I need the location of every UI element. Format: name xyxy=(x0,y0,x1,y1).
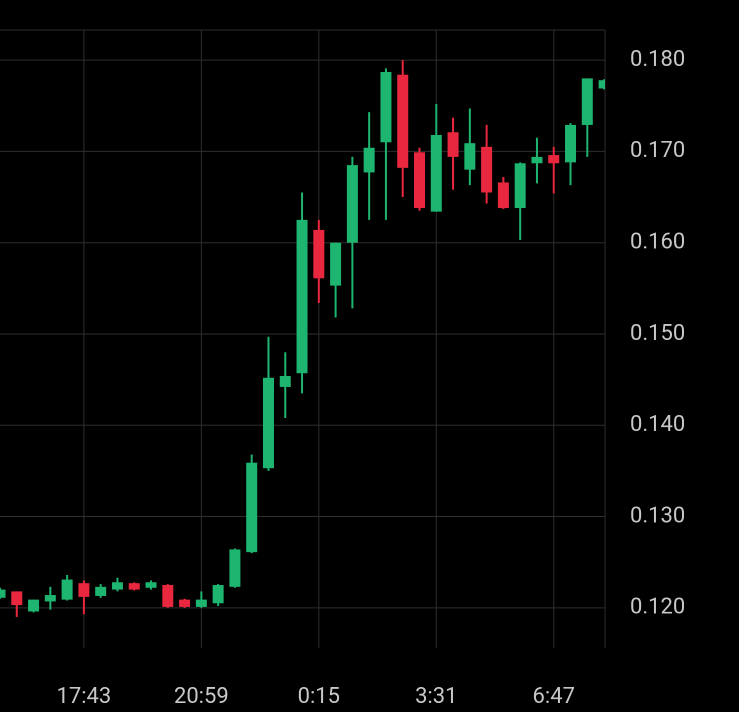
candle-body xyxy=(464,143,476,170)
candle-body xyxy=(548,155,560,164)
candle-body xyxy=(195,599,207,607)
y-tick-label: 0.120 xyxy=(630,595,685,620)
candle-body xyxy=(246,462,258,553)
x-tick-label: 3:31 xyxy=(415,684,457,709)
candle-body xyxy=(44,595,56,602)
y-tick-label: 0.150 xyxy=(630,321,685,346)
candle-body xyxy=(397,74,409,168)
candle-body xyxy=(95,586,107,596)
candle-body xyxy=(179,599,191,607)
candle-body xyxy=(229,549,241,587)
candle-body xyxy=(363,147,375,173)
candle-body xyxy=(296,219,308,374)
y-tick-label: 0.170 xyxy=(630,138,685,163)
y-tick-label: 0.160 xyxy=(630,230,685,255)
y-tick-label: 0.180 xyxy=(630,47,685,72)
candle-body xyxy=(330,242,342,286)
x-tick-label: 6:47 xyxy=(533,684,575,709)
candle-body xyxy=(430,134,442,212)
candle-body xyxy=(565,124,577,163)
candle-body xyxy=(212,585,224,604)
x-tick-label: 0:15 xyxy=(298,684,340,709)
candle-body xyxy=(481,146,493,193)
candle-body xyxy=(279,375,291,387)
candle-body xyxy=(145,582,157,588)
y-tick-label: 0.130 xyxy=(630,503,685,528)
y-tick-label: 0.140 xyxy=(630,412,685,437)
candle-body xyxy=(581,78,593,125)
candle-body xyxy=(447,132,459,157)
x-tick-label: 20:59 xyxy=(174,684,229,709)
candle-body xyxy=(313,229,325,279)
candle-body xyxy=(514,163,526,209)
x-tick-label: 17:43 xyxy=(57,684,112,709)
plot-area xyxy=(0,30,605,648)
candle-body xyxy=(61,579,73,600)
candle-body xyxy=(111,582,123,590)
candle-body xyxy=(262,377,274,469)
candle-body xyxy=(414,152,425,209)
candle-body xyxy=(380,71,392,143)
candle-body xyxy=(346,165,358,243)
candle-body xyxy=(78,583,90,597)
candle-body xyxy=(11,591,23,606)
candle-body xyxy=(128,583,140,590)
candle-body xyxy=(162,585,174,607)
candle-body xyxy=(28,599,40,612)
candle-body xyxy=(531,156,543,164)
candle-body xyxy=(497,182,509,209)
candle-body xyxy=(0,589,6,598)
candle-body xyxy=(598,80,605,89)
